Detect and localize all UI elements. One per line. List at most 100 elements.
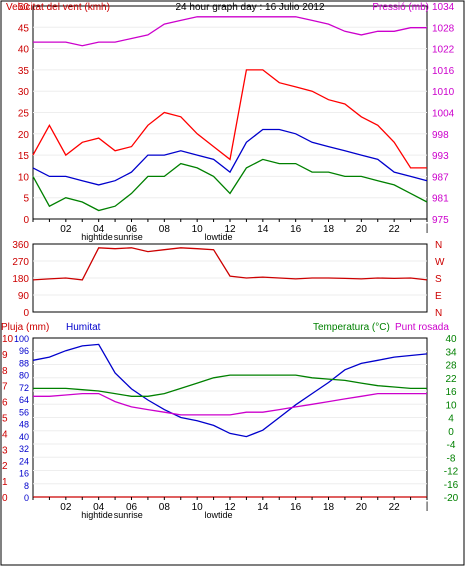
- weather-x-tick-label: 16: [290, 502, 302, 513]
- pressure-tick-label: 975: [432, 215, 449, 226]
- wind-speed-tick-label: 5: [23, 194, 29, 205]
- series-direcció: [32, 158, 428, 212]
- wind-x-tick-label: 22: [389, 224, 401, 235]
- wind-speed-tick-label: 0: [23, 215, 29, 226]
- wind-x-tick-label: 08: [159, 224, 171, 235]
- temperature-tick-label: 10: [445, 400, 457, 411]
- rain-tick-label: 5: [2, 414, 8, 425]
- wind-x-tick-label: 20: [356, 224, 368, 235]
- humidity-tick-label: 64: [19, 395, 29, 405]
- series-wind-direction: [32, 247, 428, 281]
- temperature-tick-label: 40: [445, 334, 457, 345]
- direction-tick-label: 180: [12, 274, 29, 285]
- weather-x-tick-label: 02: [60, 502, 72, 513]
- compass-label: S: [435, 274, 442, 285]
- weather-x-tick-label: 06: [126, 502, 138, 513]
- temperature-tick-label: 34: [445, 347, 457, 358]
- pressure-tick-label: 1010: [432, 87, 455, 98]
- rain-tick-label: 1: [2, 477, 8, 488]
- temperature-tick-label: -12: [444, 467, 459, 478]
- humidity-tick-label: 96: [19, 346, 29, 356]
- wind-speed-tick-label: 45: [18, 23, 30, 34]
- wind-speed-tick-label: 40: [18, 45, 30, 56]
- humidity-tick-label: 72: [19, 383, 29, 393]
- humidity-tick-label: 16: [19, 469, 29, 479]
- wind-speed-axis-title: Velocitat del vent (kmh): [6, 2, 110, 13]
- wind-x-tick-label: 06: [126, 224, 138, 235]
- weather-x-tick-label: 04: [93, 502, 105, 513]
- wind-x-tick-label: 10: [192, 224, 204, 235]
- series-temperatura: [33, 374, 427, 397]
- humidity-axis-title: Humitat: [66, 322, 101, 333]
- wind-x-end-marker: |: [426, 223, 429, 234]
- wind-speed-tick-label: 10: [18, 172, 30, 183]
- rain-tick-label: 0: [2, 493, 8, 504]
- weather-x-tick-label: 08: [159, 502, 171, 513]
- weather-x-tick-label: 22: [389, 502, 401, 513]
- wind-speed-tick-label: 15: [18, 151, 30, 162]
- pressure-tick-label: 998: [432, 130, 449, 141]
- event-hightide: hightide: [81, 510, 113, 520]
- pressure-tick-label: 987: [432, 172, 449, 183]
- pressure-tick-label: 993: [432, 151, 449, 162]
- wind-speed-tick-label: 50: [18, 2, 30, 13]
- weather-x-tick-label: 10: [192, 502, 204, 513]
- event-hightide: hightide: [81, 232, 113, 242]
- wind-speed-tick-label: 20: [18, 130, 30, 141]
- weather-x-end-marker: |: [426, 501, 429, 512]
- pressure-tick-label: 1028: [432, 23, 455, 34]
- direction-tick-label: 270: [12, 257, 29, 268]
- rain-tick-label: 6: [2, 398, 8, 409]
- compass-label: E: [435, 291, 442, 302]
- temperature-tick-label: 4: [448, 414, 454, 425]
- pressure-axis-title: Pressió (mb): [372, 2, 429, 13]
- humidity-tick-label: 0: [24, 493, 29, 503]
- humidity-tick-label: 8: [24, 481, 29, 491]
- temperature-tick-label: -8: [447, 453, 456, 464]
- wind-speed-tick-label: 25: [18, 109, 30, 120]
- rain-tick-label: 10: [2, 334, 14, 345]
- event-sunrise: sunrise: [114, 232, 143, 242]
- humidity-tick-label: 88: [19, 358, 29, 368]
- compass-label: W: [435, 257, 445, 268]
- wind-x-tick-label: 02: [60, 224, 72, 235]
- wind-x-tick-label: 04: [93, 224, 105, 235]
- rain-tick-label: 7: [2, 382, 8, 393]
- temperature-tick-label: 22: [445, 374, 457, 385]
- humidity-tick-label: 40: [19, 432, 29, 442]
- weather-x-tick-label: 12: [224, 502, 236, 513]
- pressure-tick-label: 981: [432, 194, 449, 205]
- chart-title: 24 hour graph day : 16 Julio 2012: [176, 2, 325, 13]
- direction-tick-label: 360: [12, 240, 29, 251]
- rain-tick-label: 2: [2, 461, 8, 472]
- pressure-tick-label: 1022: [432, 45, 455, 56]
- rain-tick-label: 9: [2, 350, 8, 361]
- series-pressió: [33, 16, 427, 47]
- dewpoint-axis-title: Punt rosada: [395, 322, 449, 333]
- wind-x-tick-label: 18: [323, 224, 335, 235]
- event-lowtide: lowtide: [205, 232, 233, 242]
- weather-x-tick-label: 18: [323, 502, 335, 513]
- event-lowtide: lowtide: [205, 510, 233, 520]
- pressure-tick-label: 1016: [432, 66, 455, 77]
- temperature-tick-label: -4: [447, 440, 456, 451]
- weather-x-tick-label: 14: [257, 502, 269, 513]
- rain-axis-title: Pluja (mm): [1, 322, 49, 333]
- compass-label: N: [435, 308, 442, 319]
- temperature-tick-label: 28: [445, 361, 457, 372]
- wind-speed-tick-label: 35: [18, 66, 30, 77]
- wind-x-tick-label: 16: [290, 224, 302, 235]
- pressure-tick-label: 1034: [432, 2, 455, 13]
- rain-tick-label: 3: [2, 445, 8, 456]
- wind-x-tick-label: 12: [224, 224, 236, 235]
- humidity-tick-label: 32: [19, 444, 29, 454]
- temperature-tick-label: -16: [444, 480, 459, 491]
- humidity-tick-label: 56: [19, 407, 29, 417]
- series-punt-rosada: [33, 392, 427, 416]
- direction-tick-label: 90: [18, 291, 30, 302]
- pressure-tick-label: 1004: [432, 109, 455, 120]
- humidity-tick-label: 100: [14, 334, 29, 344]
- humidity-tick-label: 80: [19, 371, 29, 381]
